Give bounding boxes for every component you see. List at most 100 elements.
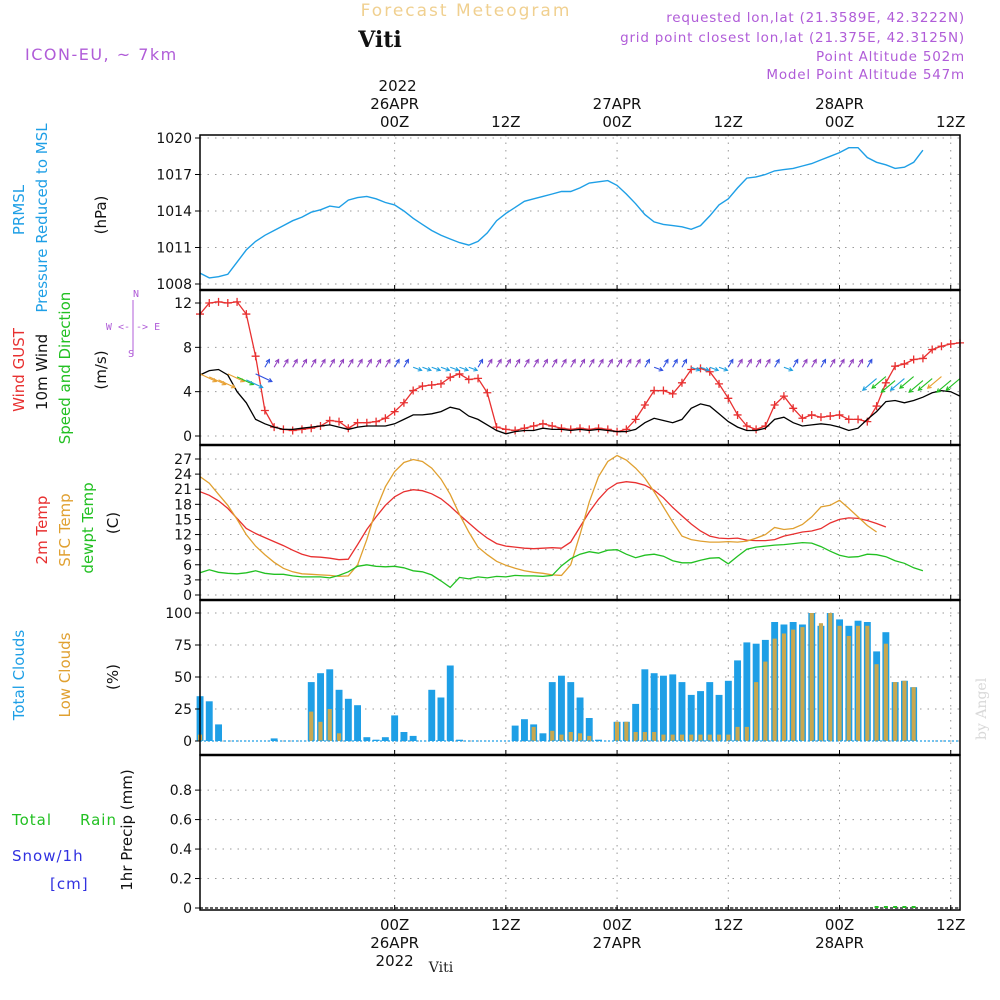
temp2m-line [199,481,887,561]
wind-arrow-head [426,367,432,372]
total-cloud-bar [567,682,575,741]
gust-marker [603,425,612,434]
wind-arrow-head [445,367,451,372]
wind-arrow-head [840,358,845,364]
total-cloud-bar [558,675,565,741]
low-cloud-bar [735,726,740,741]
wind-arrow-icon [264,359,270,368]
wind-arrow-icon [375,359,382,368]
total-cloud-bar [307,682,315,741]
wind-arrow-head [682,358,688,364]
gust-marker [594,424,603,433]
gust-marker [576,424,584,433]
gust-marker [381,414,390,423]
low-cloud-bar [615,721,620,741]
wind-arrow-icon [384,359,391,368]
wind-arrow-head [889,386,895,391]
bottom-year-label: 2022 [376,952,414,970]
wind-arrow-icon [662,359,669,368]
ytick-label-clouds: 100 [165,606,192,622]
sfc-temp-line [199,454,877,578]
total-cloud-bar [715,694,723,741]
gust-marker [538,419,547,428]
wind-arrow-icon [412,366,422,371]
gust-marker [418,382,427,391]
gust-marker [715,379,724,388]
temp-unit: (C) [104,512,122,534]
wind-arrow-icon [598,359,604,368]
total-cloud-bar [456,739,463,741]
gust-marker [474,374,483,383]
wind-arrow-icon [737,359,743,368]
wind-unit: (m/s) [92,350,110,389]
wind-arrow-head [868,358,873,364]
gust-marker [826,412,835,421]
wind-arrow-icon [839,359,845,368]
gust-marker [909,355,918,364]
ytick-label-precip: 0.2 [170,872,192,888]
wind-arrow-head [436,367,442,372]
ytick-label-precip: 0.4 [170,842,192,858]
wind-arrow-icon [801,359,808,368]
ytick-label-temp: 21 [174,482,192,498]
wind-arrow-head [534,358,539,364]
wind-arrow-head [871,384,877,389]
low-cloud-bar [874,664,879,741]
wind-arrow-icon [301,359,307,368]
sfctemp-label: SFC Temp [56,493,74,566]
wind-arrow-icon [329,359,335,368]
wind-arrow-icon [357,359,363,368]
rain-label: Rain [80,811,117,829]
gust-marker [677,378,686,387]
gust-marker [464,375,473,384]
wind-arrow-icon [866,359,873,368]
low-cloud-bar [800,627,805,741]
total-cloud-bar [326,669,334,741]
series-layer [196,147,964,909]
top-day-label: 27APR [593,95,642,113]
wind-arrow-icon [440,366,450,371]
total-cloud-bar [539,733,547,741]
dewpt-line [199,541,924,589]
wind-arrow-icon [635,359,641,368]
wind-arrow-icon [700,366,710,371]
wind-arrow-head [497,358,502,364]
wind-arrow-head [488,358,493,364]
ytick-label-temp: 27 [174,452,192,468]
wind-arrow-icon [255,373,273,383]
compass-n: N [133,289,139,300]
wind-arrow-head [747,358,752,364]
low-cloud-bar [309,711,314,741]
wind-arrow-head [926,384,932,389]
wind-arrow-icon [347,359,354,368]
wind-arrow-icon [871,376,887,389]
low-cloud-bar [559,734,564,741]
ytick-label-precip: 0 [183,901,192,917]
wind-arrow-icon [246,379,263,389]
wind-arrow-head [821,358,827,364]
gust-marker [242,310,251,319]
wind-arrow-head [339,358,345,364]
gust-marker [928,345,937,354]
ytick-label-temp: 6 [183,558,192,574]
low-cloud-bar [726,734,731,741]
wind-arrow-icon [523,359,530,368]
model-altitude: Model Point Altitude 547m [766,67,965,83]
wind-arrow-head [404,358,409,364]
low-cloud-bar [893,682,898,741]
bottom-hour-label: 12Z [491,916,520,934]
wind-arrow-icon [459,366,469,371]
gust-marker [251,352,260,361]
wind-arrow-head [936,388,942,393]
wind-arrow-head [525,358,530,364]
low-cloud-bar [531,726,536,741]
wind-arrow-icon [477,359,484,368]
low-cloud-bar [911,687,916,741]
wind-arrow-head [861,386,867,391]
wind-arrow-icon [820,359,826,368]
gust-marker [372,417,381,426]
top-hour-label: 12Z [936,113,965,131]
total-cloud-bar [650,673,658,741]
top-year-label: 2022 [379,77,417,95]
wind-arrow-head [386,358,391,364]
